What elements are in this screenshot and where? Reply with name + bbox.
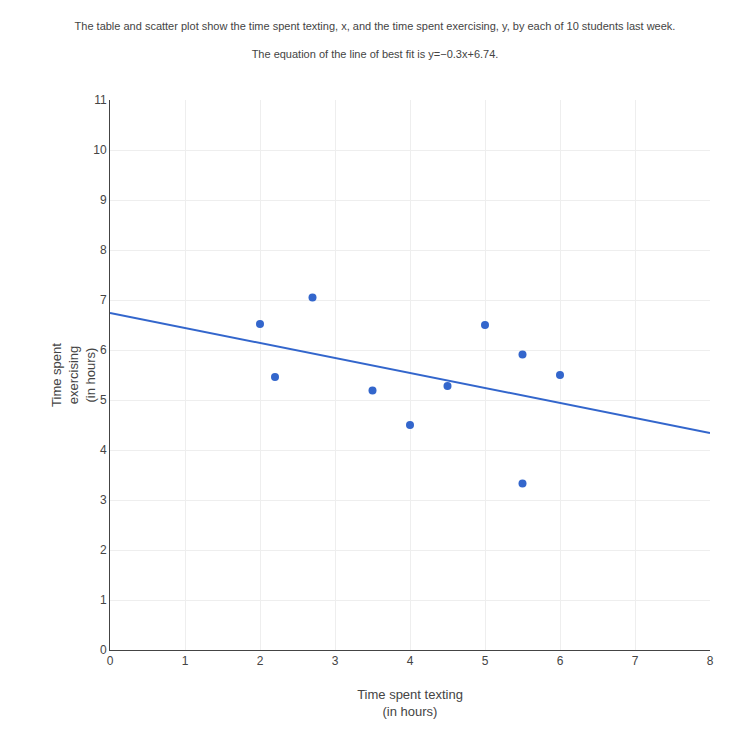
svg-text:3: 3 (100, 493, 107, 507)
svg-text:5: 5 (100, 393, 107, 407)
svg-text:6: 6 (557, 654, 564, 668)
svg-text:3: 3 (332, 654, 339, 668)
svg-text:1: 1 (182, 654, 189, 668)
svg-text:8: 8 (707, 654, 714, 668)
svg-text:The equation of the line of be: The equation of the line of best fit is … (252, 48, 499, 60)
svg-text:2: 2 (257, 654, 264, 668)
svg-text:8: 8 (100, 243, 107, 257)
svg-text:1: 1 (100, 593, 107, 607)
svg-text:6: 6 (100, 343, 107, 357)
svg-text:9: 9 (100, 193, 107, 207)
svg-text:Time spentexercising(in hours): Time spentexercising(in hours) (49, 343, 98, 407)
svg-text:4: 4 (407, 654, 414, 668)
svg-text:0: 0 (100, 643, 107, 657)
svg-text:4: 4 (100, 443, 107, 457)
svg-text:10: 10 (93, 143, 107, 157)
svg-text:11: 11 (94, 93, 107, 107)
svg-text:The table and scatter plot sho: The table and scatter plot show the time… (75, 20, 676, 32)
svg-text:5: 5 (482, 654, 489, 668)
svg-text:7: 7 (100, 293, 107, 307)
svg-text:2: 2 (100, 543, 107, 557)
svg-text:0: 0 (107, 654, 114, 668)
svg-text:Time spent texting(in hours): Time spent texting(in hours) (357, 687, 463, 719)
svg-text:7: 7 (632, 654, 639, 668)
